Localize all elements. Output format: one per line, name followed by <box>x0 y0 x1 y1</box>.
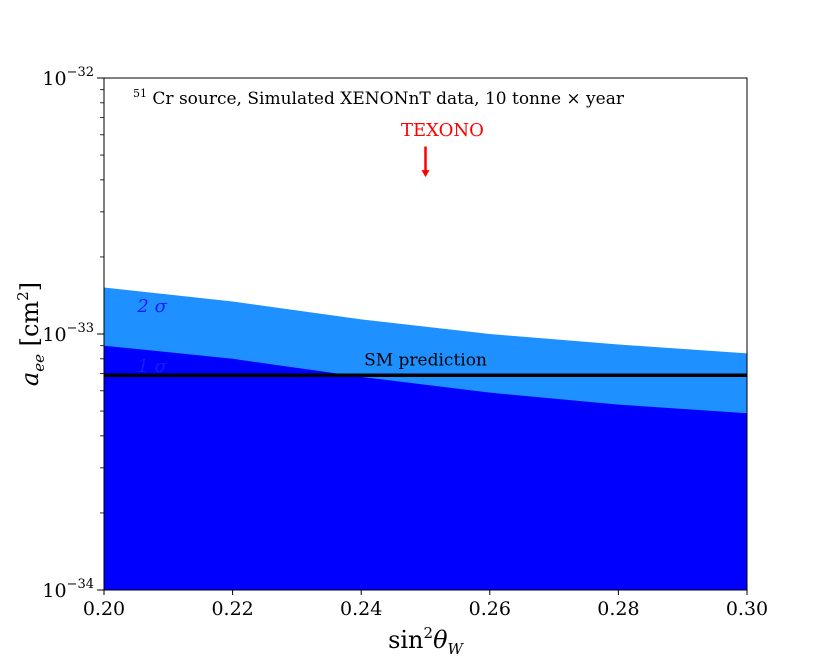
two-sigma-label: 2 σ <box>136 296 167 317</box>
x-tick-label: 0.28 <box>597 598 639 620</box>
y-tick-label: 10−32 <box>42 65 94 90</box>
annotations-layer: 2 σ 1 σ 51 Cr source, Simulated XENONnT da… <box>133 87 625 377</box>
x-tick-label: 0.30 <box>726 598 768 620</box>
one-sigma-label: 1 σ <box>137 356 167 377</box>
one-sigma-band <box>104 345 747 590</box>
x-tick-label: 0.26 <box>469 598 511 620</box>
x-tick-label: 0.24 <box>340 598 382 620</box>
y-tick-label: 10−34 <box>42 577 94 602</box>
sm-prediction-label: SM prediction <box>364 350 487 370</box>
plot-area <box>104 287 747 590</box>
x-tick-label: 0.20 <box>83 598 125 620</box>
texono-label: TEXONO <box>401 120 484 141</box>
sm-prediction-layer: SM prediction <box>104 350 747 378</box>
y-axis-title: aee [cm2] <box>14 282 48 386</box>
source-annotation: 51 Cr source, Simulated XENONnT data, 10… <box>133 87 625 109</box>
x-tick-label: 0.22 <box>211 598 253 620</box>
y-tick-label: 10−33 <box>42 321 94 346</box>
axes-layer: 0.20 0.22 0.24 0.26 0.28 0.30 10−34 10−33 10−32 s… <box>14 65 768 658</box>
texono-arrow-head <box>421 170 430 178</box>
x-axis-title: sin2θW <box>388 624 464 658</box>
